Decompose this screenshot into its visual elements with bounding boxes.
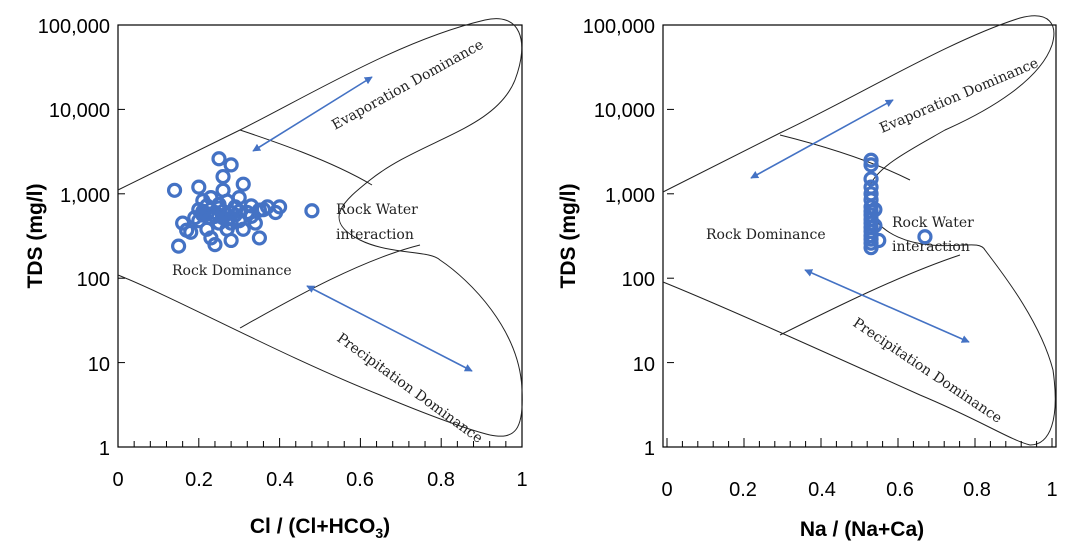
evaporation-arrow	[750, 99, 894, 179]
y-tick-label: 1,000	[605, 185, 655, 207]
y-tick-label: 1	[644, 438, 655, 460]
y-tick-label: 10,000	[594, 100, 655, 122]
y-tick-label: 100,000	[583, 16, 655, 38]
data-point	[191, 179, 207, 195]
x-tick-label: 0.2	[185, 469, 213, 491]
x-tick-label: 0.8	[963, 479, 991, 501]
data-point	[211, 200, 227, 216]
x-tick-label: 0	[661, 479, 672, 501]
data-point	[863, 171, 879, 187]
y-axis-title: TDS (mg/l)	[557, 184, 580, 289]
x-tick-label: 1	[516, 469, 527, 491]
x-tick-label: 0.6	[886, 479, 914, 501]
plot-area	[662, 24, 1057, 448]
x-tick-label: 0	[112, 469, 123, 491]
y-tick-label: 100	[77, 269, 110, 291]
gibbs-chart-right: Evaporation Dominance Rock Water interac…	[557, 15, 1058, 541]
ticks-left	[117, 24, 523, 448]
x-tick-label: 0.4	[266, 469, 294, 491]
rock-dominance-upper-boundary	[779, 134, 911, 181]
data-point	[871, 232, 887, 249]
data-point	[211, 151, 227, 167]
data-point	[863, 157, 879, 173]
data-point	[223, 232, 239, 249]
y-tick-label: 10	[633, 354, 655, 376]
data-point	[867, 201, 883, 218]
points-right	[863, 152, 933, 256]
x-tick-label: 0.2	[729, 479, 757, 501]
region-label-precipitation: Precipitation Dominance	[850, 315, 1005, 427]
data-point	[166, 182, 183, 198]
precipitation-arrow	[804, 269, 970, 343]
points-left	[166, 151, 320, 254]
data-point	[207, 237, 223, 253]
x-tick-label: 0.4	[808, 479, 836, 501]
region-label-rock: Rock Dominance	[172, 263, 292, 279]
x-tick-label: 0.8	[427, 469, 455, 491]
plot-area	[117, 24, 523, 448]
region-label-evaporation: Evaporation Dominance	[329, 37, 486, 134]
x-axis-title: Na / (Na+Ca)	[800, 518, 924, 541]
evaporation-arrow	[252, 76, 373, 152]
data-point	[272, 199, 288, 215]
data-point	[231, 190, 247, 206]
x-tick-label: 0.6	[346, 469, 374, 491]
data-point	[251, 202, 267, 218]
precipitation-arrow	[306, 285, 473, 372]
data-point	[215, 168, 231, 185]
region-label-evaporation: Evaporation Dominance	[877, 55, 1040, 136]
y-tick-label: 1	[99, 438, 110, 460]
y-tick-label: 100	[622, 269, 655, 291]
region-label-rock-water-2: interaction	[892, 239, 970, 255]
data-point	[183, 224, 199, 240]
ticks-right	[666, 24, 1053, 448]
region-label-precipitation: Precipitation Dominance	[334, 330, 486, 446]
gibbs-boundary-lower	[117, 274, 491, 436]
data-point	[917, 229, 933, 245]
y-tick-label: 10,000	[49, 100, 110, 122]
data-point	[235, 221, 251, 237]
data-point	[304, 203, 320, 219]
region-label-rock-water-2: interaction	[336, 227, 414, 243]
rock-dominance-upper-boundary	[239, 129, 373, 186]
region-label-rock-water-1: Rock Water	[892, 215, 974, 231]
data-point	[251, 230, 267, 246]
y-tick-label: 100,000	[38, 16, 110, 38]
data-point	[171, 238, 187, 254]
region-label-rock-water-1: Rock Water	[336, 202, 418, 218]
y-axis-title: TDS (mg/l)	[24, 184, 47, 289]
data-point	[235, 176, 251, 192]
data-point	[867, 217, 883, 234]
rock-dominance-lower-boundary	[239, 244, 421, 329]
data-point	[863, 152, 879, 168]
gibbs-boundary-upper	[117, 18, 523, 437]
gibbs-chart-left: Evaporation Dominance Rock Water interac…	[24, 16, 528, 541]
data-point	[231, 203, 247, 219]
y-tick-label: 1,000	[60, 185, 110, 207]
data-point	[223, 157, 239, 173]
y-tick-label: 10	[88, 354, 110, 376]
x-tick-label: 1	[1046, 479, 1057, 501]
data-point	[223, 215, 239, 231]
region-label-rock: Rock Dominance	[706, 227, 826, 243]
gibbs-boundary-lower	[662, 281, 1031, 446]
data-point	[195, 203, 211, 219]
x-axis-title: Cl / (Cl+HCO3)	[250, 515, 390, 541]
